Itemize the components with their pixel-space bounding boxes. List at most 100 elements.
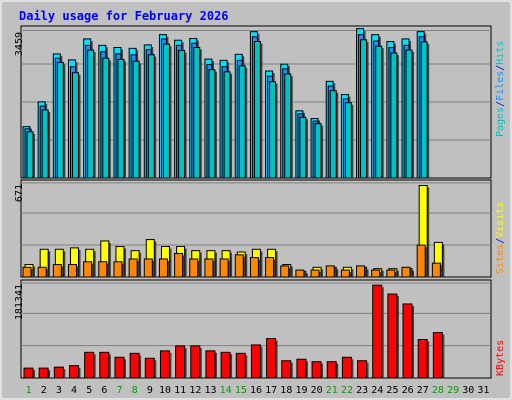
sites-bar-8 xyxy=(128,258,140,278)
kbytes-bar-12-face xyxy=(190,345,201,379)
x-tick-label-21: 21 xyxy=(326,385,338,396)
sites-bar-18 xyxy=(280,265,291,278)
sites-bar-13-face xyxy=(204,258,214,278)
top-right-label-part-3: Files xyxy=(495,71,506,101)
kbytes-bar-24-face xyxy=(372,284,383,379)
sites-bar-5-face xyxy=(83,261,93,278)
sites-bar-2-face xyxy=(37,266,47,278)
kbytes-bar-8 xyxy=(129,352,142,379)
x-tick-label-18: 18 xyxy=(280,385,292,396)
kbytes-bar-6 xyxy=(99,351,111,379)
kbytes-bar-3-face xyxy=(53,366,64,379)
sites-bar-1 xyxy=(22,266,33,278)
pages-bar-1 xyxy=(26,131,35,179)
pages-bar-24-face xyxy=(375,45,383,179)
top-right-label: Pages/Files/Hits xyxy=(495,41,506,137)
kbytes-bar-5-face xyxy=(84,351,95,379)
panel-middle xyxy=(20,179,492,278)
pages-bar-27-face xyxy=(420,41,428,179)
x-tick-label-16: 16 xyxy=(250,385,262,396)
sites-bar-15-face xyxy=(234,254,244,278)
kbytes-bar-12 xyxy=(190,345,202,379)
x-tick-label-10: 10 xyxy=(159,385,171,396)
pages-bar-3 xyxy=(56,61,66,179)
pages-bar-21-face xyxy=(329,90,337,179)
x-tick-label-22: 22 xyxy=(341,385,353,396)
x-tick-label-1: 1 xyxy=(26,385,32,396)
sites-bar-20 xyxy=(310,269,322,278)
kbytes-bar-19-face xyxy=(296,358,307,379)
x-tick-label-11: 11 xyxy=(174,385,186,396)
x-tick-label-3: 3 xyxy=(56,385,62,396)
pages-bar-9-face xyxy=(147,54,155,179)
pages-bar-20 xyxy=(314,123,324,179)
x-tick-label-8: 8 xyxy=(132,385,138,396)
kbytes-bar-17-face xyxy=(266,338,277,379)
pages-bar-10-face xyxy=(162,43,170,179)
sites-bar-23 xyxy=(356,265,367,278)
kbytes-bar-28 xyxy=(432,332,445,379)
sites-bar-14 xyxy=(219,258,231,278)
sites-bar-18-face xyxy=(280,265,290,278)
sites-bar-27 xyxy=(416,244,428,278)
kbytes-bar-25 xyxy=(387,293,399,379)
kbytes-bar-20-face xyxy=(311,361,322,379)
sites-bar-19 xyxy=(295,269,306,278)
kbytes-bar-21 xyxy=(326,361,339,379)
sites-bar-26-face xyxy=(401,266,411,278)
kbytes-bar-16-face xyxy=(250,344,261,379)
pages-bar-16-face xyxy=(253,41,261,179)
x-tick-label-9: 9 xyxy=(147,385,153,396)
kbytes-bar-2-face xyxy=(38,367,49,379)
x-tick-label-4: 4 xyxy=(71,385,77,396)
pages-bar-25-face xyxy=(390,52,398,179)
top-right-label-part-2: / xyxy=(495,101,506,107)
pages-bar-11 xyxy=(178,49,187,179)
kbytes-bar-27 xyxy=(417,338,430,379)
pages-bar-18 xyxy=(284,73,293,179)
pages-bar-10 xyxy=(162,43,172,179)
pages-bar-2-face xyxy=(41,109,49,179)
kbytes-bar-6-face xyxy=(99,351,110,379)
sites-bar-11 xyxy=(174,252,185,278)
kbytes-bar-14 xyxy=(220,351,233,379)
sites-bar-9 xyxy=(143,258,155,278)
kbytes-bar-1 xyxy=(23,367,35,379)
pages-bar-17 xyxy=(269,81,278,179)
kbytes-bar-21-face xyxy=(326,361,337,379)
sites-bar-17-face xyxy=(265,257,275,278)
kbytes-bar-8-face xyxy=(129,352,140,379)
kbytes-bar-26-face xyxy=(402,303,413,379)
pages-bar-7 xyxy=(117,58,126,179)
x-tick-label-6: 6 xyxy=(101,385,107,396)
middle-right-label-part-1: Sites xyxy=(495,244,506,274)
kbytes-bar-2 xyxy=(38,367,51,379)
pages-bar-18-face xyxy=(284,73,292,179)
pages-bar-8 xyxy=(132,60,142,179)
kbytes-bar-16 xyxy=(250,344,263,379)
sites-bar-4 xyxy=(67,264,79,278)
kbytes-bar-15-face xyxy=(235,352,246,379)
kbytes-bar-9-face xyxy=(144,357,155,379)
kbytes-bar-25-face xyxy=(387,293,398,379)
kbytes-bar-14-face xyxy=(220,351,231,379)
sites-bar-16 xyxy=(249,257,261,278)
pages-bar-5 xyxy=(87,49,96,179)
x-tick-label-26: 26 xyxy=(402,385,414,396)
pages-bar-1-face xyxy=(26,131,34,179)
pages-bar-19-face xyxy=(299,116,307,179)
pages-bar-19 xyxy=(299,116,308,179)
sites-bar-15 xyxy=(234,254,246,278)
sites-bar-7-face xyxy=(113,261,123,278)
middle-ymax-label: 671 xyxy=(14,184,25,202)
pages-bar-4 xyxy=(71,72,81,179)
pages-bar-12 xyxy=(193,46,202,179)
sites-bar-28-face xyxy=(431,262,441,278)
sites-bar-11-face xyxy=(174,252,184,278)
sites-bar-23-face xyxy=(356,265,366,278)
kbytes-bar-10-face xyxy=(159,350,170,379)
pages-bar-16 xyxy=(253,41,263,179)
pages-bar-22 xyxy=(344,102,354,179)
kbytes-bar-1-face xyxy=(23,367,34,379)
